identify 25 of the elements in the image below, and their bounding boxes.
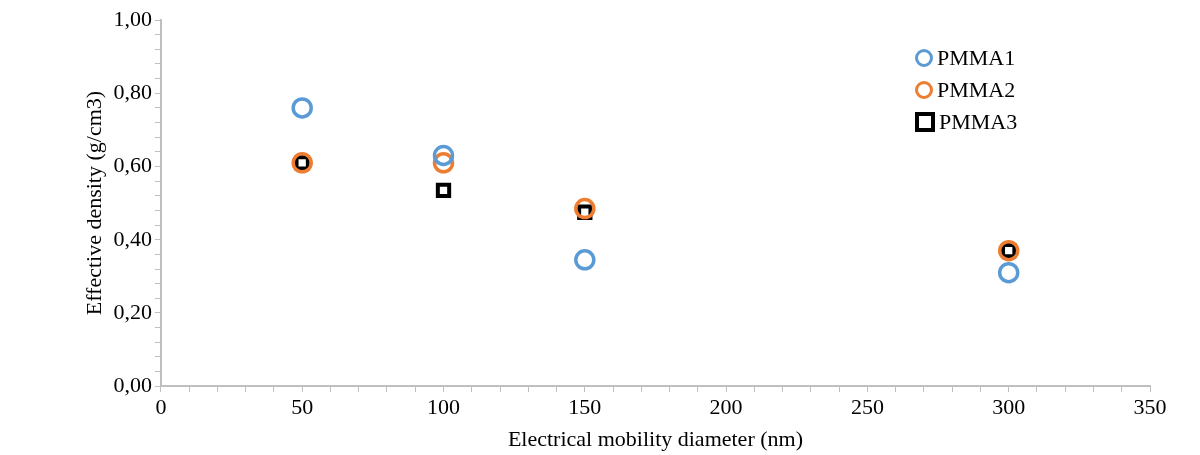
x-tick-label: 350 (1133, 394, 1167, 420)
x-tick-label: 50 (291, 394, 314, 420)
point (574, 249, 596, 271)
y-tick-label: 0,60 (113, 152, 152, 178)
legend-label: PMMA3 (939, 109, 1018, 135)
x-tick-label: 300 (992, 394, 1026, 420)
x-tick-label: 200 (709, 394, 743, 420)
point (291, 97, 313, 119)
x-tick-label: 250 (850, 394, 884, 420)
point (574, 197, 596, 220)
y-tick-label: 0,00 (113, 371, 152, 397)
x-tick-label: 0 (155, 394, 167, 420)
x-axis-title: Electrical mobility diameter (nm) (507, 425, 803, 451)
legend-label: PMMA2 (937, 77, 1016, 103)
legend-label: PMMA1 (937, 45, 1016, 71)
x-tick-label: 100 (427, 394, 460, 420)
x-tick-label: 150 (568, 394, 602, 420)
y-tick-label: 0,20 (113, 298, 152, 324)
point (435, 182, 452, 198)
y-tick-label: 1,00 (113, 5, 152, 31)
point (997, 261, 1020, 284)
y-axis-title: Effective density (g/cm3) (80, 90, 106, 316)
y-tick-label: 0,40 (113, 225, 152, 251)
y-tick-label: 0,80 (113, 79, 152, 105)
point (432, 144, 455, 167)
